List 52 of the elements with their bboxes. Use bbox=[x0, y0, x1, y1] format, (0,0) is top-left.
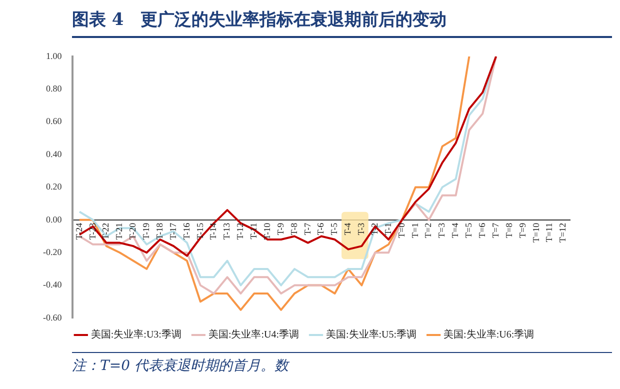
legend-label: 美国:失业率:U5:季调 bbox=[326, 328, 417, 341]
x-tick-label: T-13 bbox=[222, 222, 232, 240]
x-tick-label: T-15 bbox=[194, 222, 205, 240]
x-tick-label: T=6 bbox=[477, 222, 488, 238]
y-tick-label: 1.00 bbox=[46, 50, 62, 61]
x-tick-label: T=0 bbox=[396, 222, 406, 238]
y-tick-label: 0.60 bbox=[46, 116, 62, 126]
y-tick-label: -0.40 bbox=[42, 280, 62, 290]
text: 注：T=0 代表衰退时期的首月。数 bbox=[72, 357, 288, 375]
x-tick-label: T=9 bbox=[517, 222, 528, 238]
x-tick-label: T=5 bbox=[464, 222, 474, 238]
x-tick-label: T=2 bbox=[423, 222, 434, 238]
x-tick-label: T-8 bbox=[288, 222, 299, 236]
x-tick-label: T-9 bbox=[275, 222, 286, 236]
x-tick-label: T-12 bbox=[235, 222, 246, 240]
x-tick-label: T-11 bbox=[248, 222, 259, 240]
y-tick-label: -0.20 bbox=[42, 246, 62, 257]
x-tick-label: T-1 bbox=[382, 222, 393, 236]
chart-title: 图表 4 更广泛的失业率指标在衰退期前后的变动 bbox=[72, 9, 447, 31]
legend-label: 美国:失业率:U3:季调 bbox=[90, 328, 182, 341]
x-tick-label: T=8 bbox=[504, 222, 514, 238]
x-tick-label: T-5 bbox=[329, 222, 340, 236]
x-tick-label: T=12 bbox=[558, 222, 568, 242]
y-tick-label: 0.40 bbox=[46, 148, 62, 159]
x-tick-label: T=11 bbox=[544, 222, 554, 242]
x-tick-label: T-19 bbox=[141, 222, 152, 240]
legend-label: 美国:失业率:U4:季调 bbox=[208, 328, 300, 341]
x-tick-label: T-23 bbox=[87, 222, 98, 240]
y-tick-label: -0.60 bbox=[42, 312, 62, 322]
x-tick-label: T-7 bbox=[302, 222, 312, 236]
x-tick-label: T-2 bbox=[369, 222, 380, 236]
x-tick-label: T=1 bbox=[410, 222, 420, 238]
x-tick-label: T-17 bbox=[168, 222, 178, 240]
x-tick-label: T-21 bbox=[114, 222, 124, 240]
x-tick-label: T=10 bbox=[530, 222, 541, 242]
x-tick-label: T=3 bbox=[436, 222, 447, 238]
x-tick-label: T-3 bbox=[356, 222, 366, 236]
x-tick-label: T-18 bbox=[154, 222, 164, 240]
x-tick-label: T-24 bbox=[74, 222, 84, 240]
x-tick-label: T-16 bbox=[181, 222, 192, 240]
y-tick-label: 0.20 bbox=[46, 182, 62, 192]
y-tick-label: 0.00 bbox=[46, 214, 62, 224]
legend-label: 美国:失业率:U6:季调 bbox=[444, 328, 534, 341]
x-tick-label: T=4 bbox=[450, 222, 460, 238]
x-tick-label: T=7 bbox=[490, 222, 500, 238]
x-tick-label: T-22 bbox=[100, 222, 111, 240]
x-tick-label: T-20 bbox=[128, 222, 138, 240]
y-tick-label: 0.80 bbox=[46, 83, 62, 94]
x-tick-label: T-4 bbox=[342, 222, 353, 236]
x-tick-label: T-6 bbox=[316, 222, 326, 236]
x-tick-label: T-14 bbox=[208, 222, 218, 240]
x-tick-label: T-10 bbox=[262, 222, 272, 240]
